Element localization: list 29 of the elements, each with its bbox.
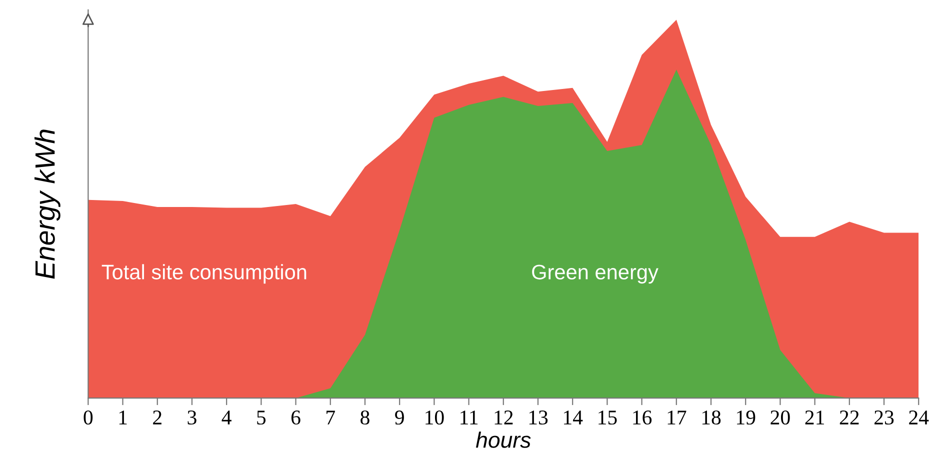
x-tick-label: 8	[360, 410, 370, 425]
x-tick-label: 24	[909, 410, 929, 424]
x-tick-label: 4	[222, 410, 232, 424]
x-tick-label: 0	[84, 410, 93, 425]
series-label: Green energy	[532, 264, 658, 284]
x-tick-label: 16	[633, 410, 652, 425]
x-tick-label: 11	[460, 410, 478, 424]
y-axis-title: Energy kWh	[34, 130, 60, 279]
x-tick-label: 6	[291, 410, 300, 425]
x-tick-label: 12	[494, 410, 513, 424]
x-tick-label: 17	[668, 410, 686, 424]
x-tick-label: 19	[737, 410, 756, 425]
x-tick-label: 23	[874, 410, 894, 425]
x-tick-label: 20	[770, 410, 790, 425]
x-tick-label: 21	[805, 410, 824, 424]
x-tick-label: 7	[326, 410, 335, 424]
x-tick-label: 10	[426, 410, 444, 425]
x-tick-label: 5	[257, 410, 266, 425]
x-tick-label: 3	[188, 410, 196, 425]
x-axis-title: hours	[476, 432, 531, 448]
series-label: Total site consumption	[102, 264, 306, 284]
x-tick-label: 18	[702, 410, 721, 425]
x-tick-label: 14	[564, 410, 583, 424]
x-tick-label: 9	[395, 410, 404, 425]
x-tick-label: 1	[119, 410, 127, 424]
x-tick-label: 22	[840, 410, 859, 424]
x-tick-label: 13	[529, 410, 548, 425]
x-tick-label: 2	[153, 410, 162, 424]
x-tick-label: 15	[598, 410, 617, 425]
